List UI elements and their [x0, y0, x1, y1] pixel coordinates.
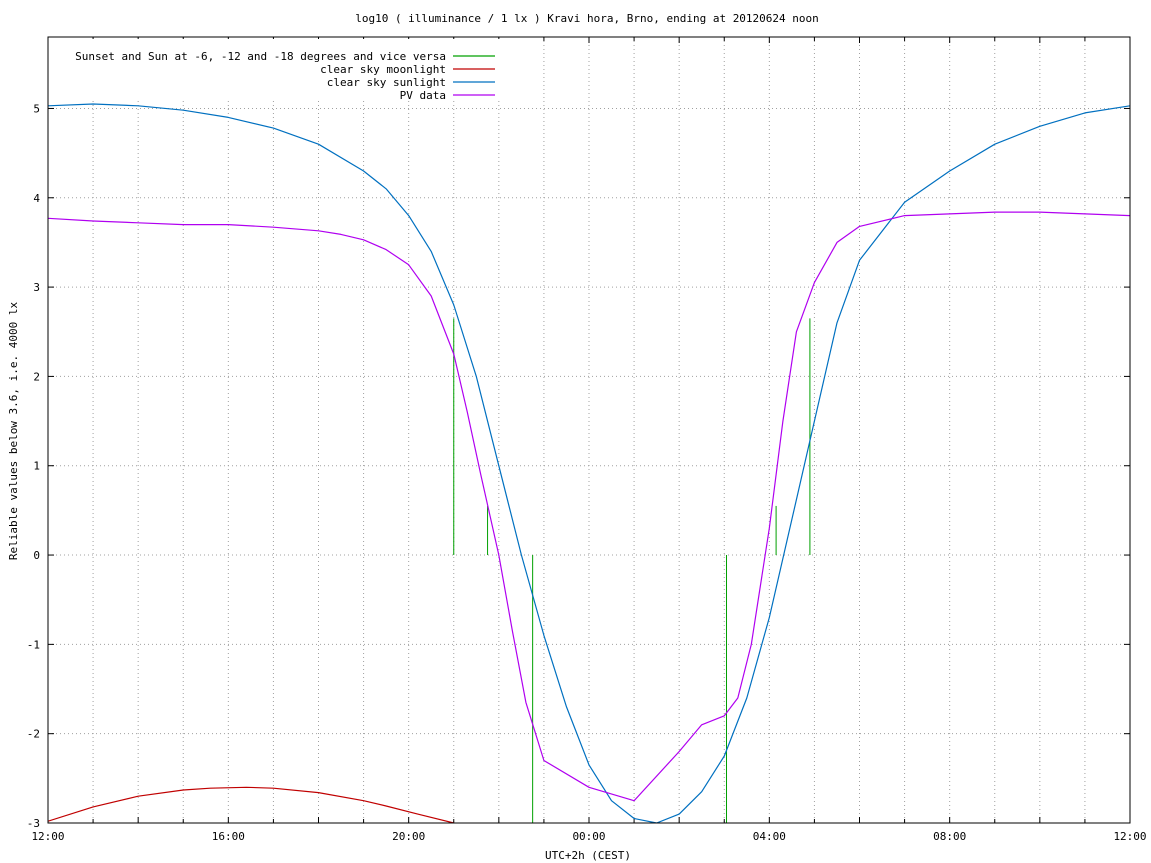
- x-tick-label: 12:00: [1113, 830, 1146, 843]
- y-axis-label: Reliable values below 3.6, i.e. 4000 lx: [7, 301, 20, 560]
- series-2: [48, 103, 1130, 823]
- series-1: [48, 786, 454, 823]
- legend-background: [50, 39, 500, 101]
- legend: Sunset and Sun at -6, -12 and -18 degree…: [50, 39, 500, 102]
- y-tick-label: -2: [27, 728, 40, 741]
- y-tick-label: 4: [33, 192, 40, 205]
- series-line: [48, 211, 1130, 802]
- chart-title: log10 ( illuminance / 1 lx ) Kravi hora,…: [355, 12, 819, 25]
- x-tick-label: 16:00: [212, 830, 245, 843]
- x-tick-label: 04:00: [753, 830, 786, 843]
- series-3: [48, 211, 1130, 802]
- x-tick-label: 08:00: [933, 830, 966, 843]
- legend-label: clear sky sunlight: [327, 76, 446, 89]
- y-tick-label: 2: [33, 370, 40, 383]
- y-tick-label: 1: [33, 460, 40, 473]
- legend-label: PV data: [400, 89, 446, 102]
- y-tick-label: 5: [33, 102, 40, 115]
- x-tick-label: 12:00: [31, 830, 64, 843]
- x-axis-label: UTC+2h (CEST): [545, 849, 631, 862]
- y-tick-label: -1: [27, 638, 40, 651]
- grid-lines: [48, 37, 1130, 823]
- x-tick-label: 20:00: [392, 830, 425, 843]
- plot-frame: [47, 36, 1131, 824]
- series-line: [48, 103, 1130, 823]
- series-line: [48, 786, 454, 823]
- y-tick-label: -3: [27, 817, 40, 830]
- y-tick-label: 3: [33, 281, 40, 294]
- legend-label: Sunset and Sun at -6, -12 and -18 degree…: [75, 50, 446, 63]
- legend-label: clear sky moonlight: [320, 63, 446, 76]
- y-tick-label: 0: [33, 549, 40, 562]
- x-tick-label: 00:00: [572, 830, 605, 843]
- series-0: [453, 318, 811, 823]
- y-axis-ticks: -3 -2 -1 0 1 2 3 4 5: [27, 102, 1130, 830]
- series-layer: [48, 103, 1130, 823]
